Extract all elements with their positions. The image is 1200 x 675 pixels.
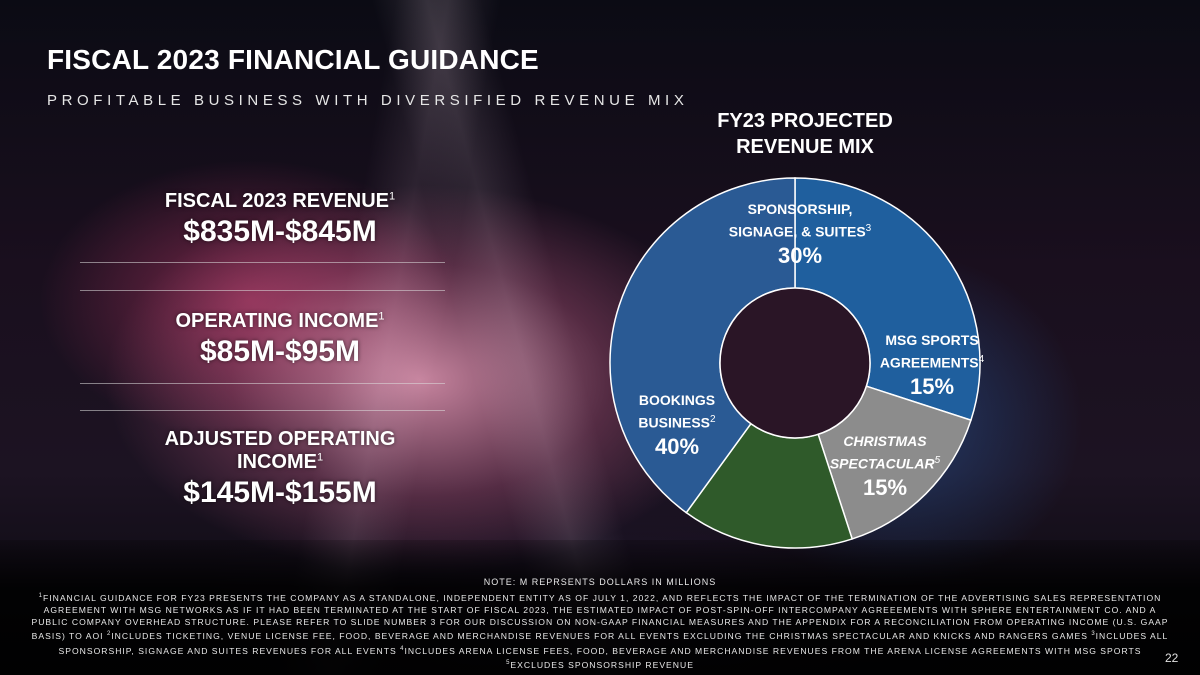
slice-bookings-name-line1: BOOKINGS [638, 392, 716, 408]
footnote-4-mark: 4 [400, 645, 405, 652]
slice-bookings-name-line2: BUSINESS [638, 414, 710, 431]
slice-label-sponsorship: SPONSORSHIP, SIGNAGE, & SUITES3 30% [700, 200, 900, 269]
metric-operating-income-label: OPERATING INCOME1 [175, 310, 385, 332]
metric-divider [80, 410, 445, 411]
metric-revenue: FISCAL 2023 REVENUE1 $835M-$845M [120, 190, 440, 249]
slice-msg-sports-name-line2: AGREEMENTS [879, 354, 979, 371]
slide-title: FISCAL 2023 FINANCIAL GUIDANCE [47, 44, 539, 75]
footnote-3: INCLUDES ALL SPONSORSHIP, SIGNAGE AND SU… [58, 631, 1169, 656]
note-millions: NOTE: M REPRSENTS DOLLARS IN MILLIONS [483, 577, 717, 587]
slice-msg-sports-footnote: 4 [978, 354, 985, 365]
slice-christmas-footnote: 5 [934, 455, 941, 466]
chart-title: FY23 PROJECTED REVENUE MIX [717, 110, 893, 158]
slice-bookings-footnote: 2 [710, 414, 716, 425]
metric-adjusted-operating-income-footnote: 1 [316, 451, 324, 464]
footnote-5-mark: 5 [506, 659, 511, 666]
footnote-3-mark: 3 [1091, 631, 1096, 638]
slice-sponsorship-name-line2: SIGNAGE, & SUITES [728, 223, 866, 240]
slice-christmas-name-line1: CHRISTMAS [843, 433, 927, 449]
footnote-4: INCLUDES ARENA LICENSE FEES, FOOD, BEVER… [404, 645, 1142, 656]
slice-msg-sports-value: 15% [909, 373, 955, 399]
slide-subtitle: PROFITABLE BUSINESS WITH DIVERSIFIED REV… [47, 92, 689, 109]
donut-hole [719, 287, 871, 439]
footnote-1-mark: 1 [38, 593, 43, 599]
slice-sponsorship-value: 30% [777, 242, 823, 268]
slice-label-msg-sports: MSG SPORTS AGREEMENTS4 15% [862, 331, 1002, 400]
metric-operating-income: OPERATING INCOME1 $85M-$95M [120, 310, 440, 369]
metric-adjusted-operating-income-value: $145M-$155M [183, 476, 377, 509]
metric-divider [80, 262, 445, 263]
footnote-5: EXCLUDES SPONSORSHIP REVENUE [510, 659, 694, 670]
slice-bookings-value: 40% [654, 433, 700, 459]
metric-divider [80, 290, 445, 291]
footnote-1: FINANCIAL GUIDANCE FOR FY23 PRESENTS THE… [31, 592, 1169, 642]
metric-operating-income-footnote: 1 [378, 310, 385, 323]
slice-label-christmas: CHRISTMAS SPECTACULAR5 15% [810, 432, 960, 501]
background-crowd-silhouette [0, 540, 1200, 675]
slice-label-bookings: BOOKINGS BUSINESS2 40% [612, 391, 742, 460]
slice-sponsorship-name-line1: SPONSORSHIP, [747, 201, 853, 217]
footnote-2: INCLUDES TICKETING, VENUE LICENSE FEE, F… [111, 631, 1088, 642]
footnote-2-mark: 2 [106, 631, 112, 638]
slice-msg-sports-name-line1: MSG SPORTS [885, 332, 979, 348]
slice-christmas-value: 15% [862, 474, 908, 500]
metric-adjusted-operating-income-label: ADJUSTED OPERATING INCOME1 [164, 428, 396, 473]
metric-divider [80, 383, 445, 384]
footnotes: 1FINANCIAL GUIDANCE FOR FY23 PRESENTS TH… [30, 590, 1170, 671]
slice-christmas-name-line2: SPECTACULAR [829, 455, 935, 472]
metric-adjusted-operating-income: ADJUSTED OPERATING INCOME1 $145M-$155M [120, 428, 440, 510]
slice-sponsorship-footnote: 3 [865, 223, 872, 234]
metric-operating-income-value: $85M-$95M [199, 335, 361, 368]
metric-revenue-footnote: 1 [389, 190, 396, 203]
metric-revenue-label: FISCAL 2023 REVENUE1 [164, 190, 396, 212]
metric-revenue-value: $835M-$845M [183, 215, 377, 248]
page-number: 22 [1165, 651, 1179, 665]
